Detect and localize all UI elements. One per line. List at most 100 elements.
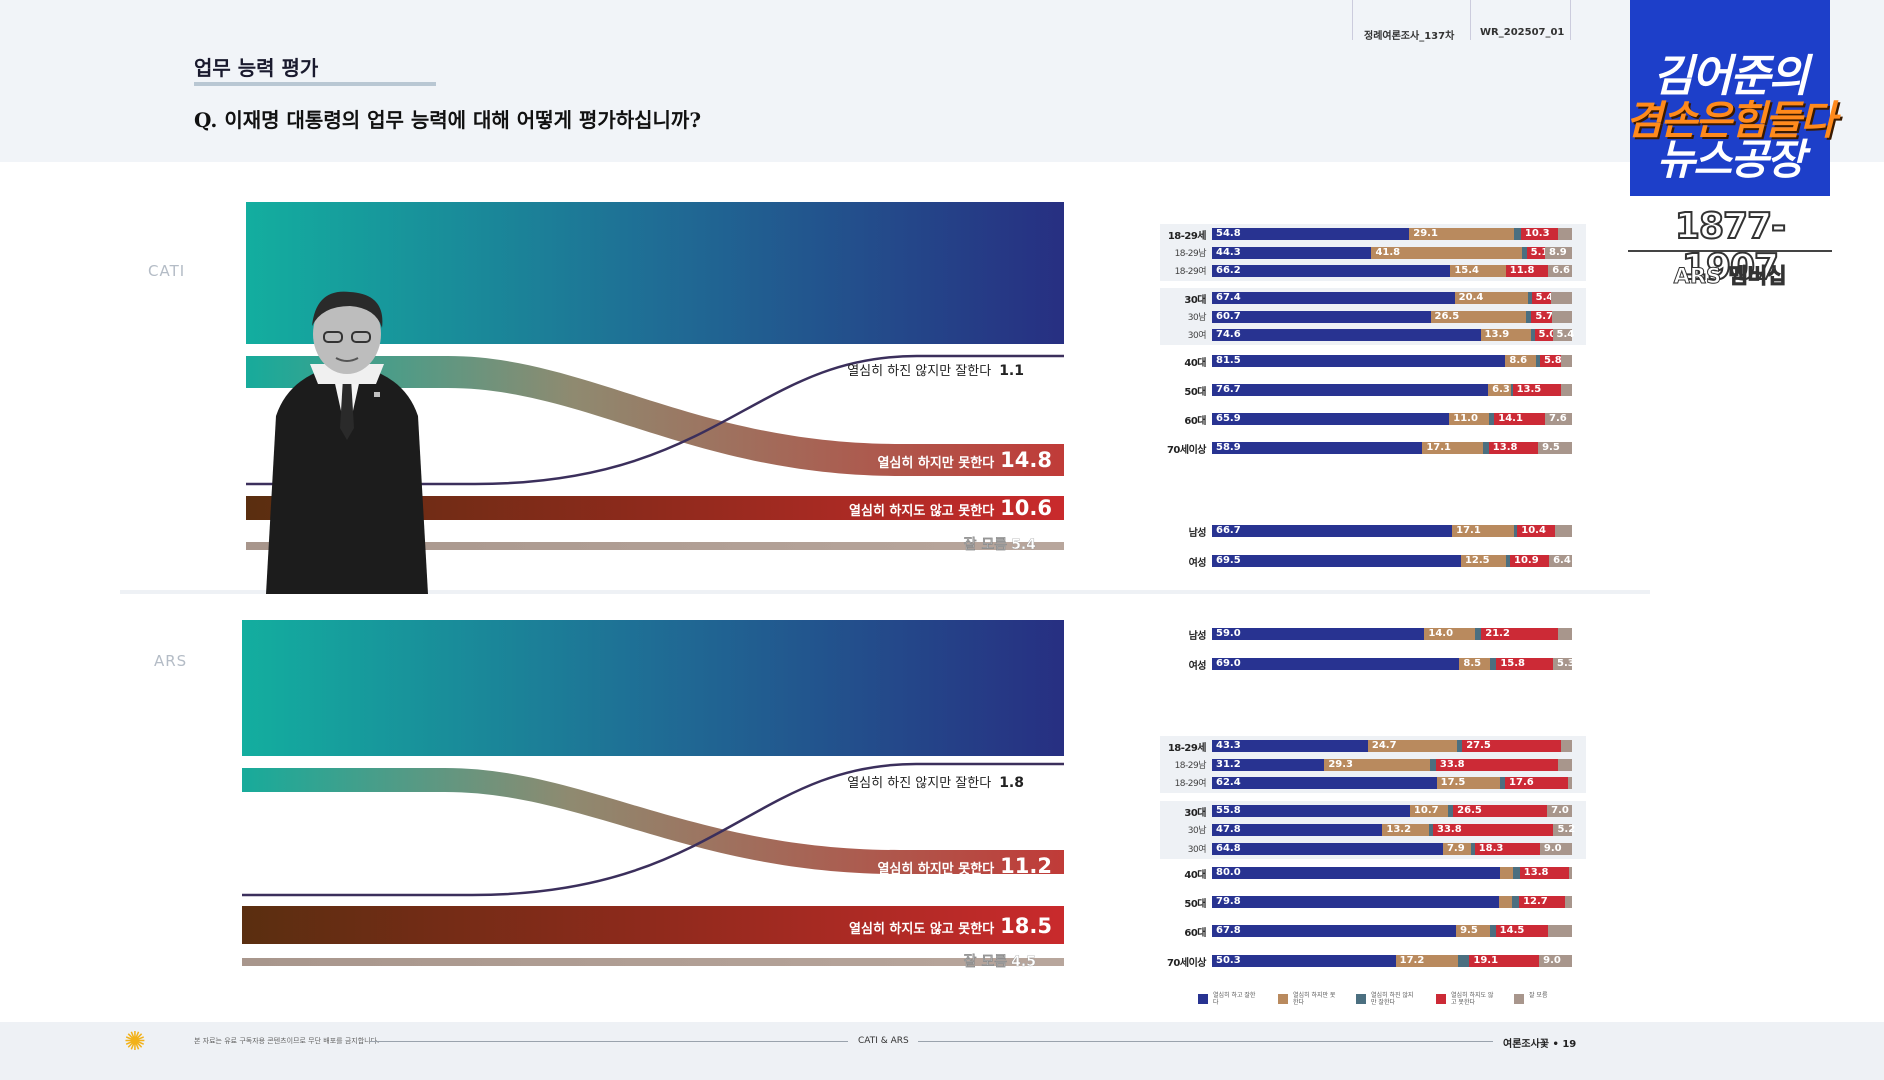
brand-phone: 1877-1907	[1674, 205, 1787, 289]
stacked-segment: 11.8	[1505, 265, 1549, 277]
stacked-segment: 69.0	[1212, 658, 1460, 670]
footer-page: 여론조사꽃 • 19	[1503, 1039, 1577, 1050]
stacked-segment: 5.7	[1531, 311, 1553, 323]
segment-value: 18.3	[1478, 843, 1504, 854]
legend-label: 열심히 하진 않지만 잘한다	[1371, 992, 1414, 1006]
label-lazy-poor: 열심히 하지도 않고 못한다 10.6	[246, 496, 1052, 520]
row-label: 18-29세	[1167, 743, 1207, 754]
stacked-segment: 33.8	[1435, 759, 1558, 771]
segment-value: 12.7	[1523, 896, 1548, 907]
bar-dont-know	[246, 542, 1064, 550]
stacked-segment: 80.0	[1212, 867, 1500, 879]
value-lazy-poor: 10.6	[1000, 496, 1052, 520]
segment-value: 58.9	[1216, 442, 1241, 453]
stacked-segment	[1561, 384, 1572, 396]
segment-value: 6.3	[1492, 384, 1510, 395]
segment-value: 5.2	[1557, 824, 1576, 835]
segment-value: 7.0	[1551, 805, 1569, 816]
legend-label: 열심히 하지만 못한다	[1293, 992, 1336, 1006]
brand-name: 뉴스공장	[1656, 135, 1806, 184]
stacked-segment: 15.4	[1450, 265, 1506, 277]
stacked-segment: 5.8	[1539, 355, 1562, 367]
stacked-segment: 21.2	[1481, 628, 1558, 640]
stacked-segment	[1499, 896, 1512, 908]
segment-value: 10.4	[1521, 525, 1546, 536]
stacked-segment	[1536, 355, 1540, 367]
stacked-segment: 8.6	[1505, 355, 1537, 367]
segment-value: 5.8	[1543, 355, 1562, 366]
bar-lazy-poor	[242, 906, 1064, 944]
segment-value: 15.8	[1500, 658, 1526, 669]
stacked-segment: 26.5	[1453, 805, 1548, 817]
label-dont-know-text: 잘 모름	[963, 954, 1008, 970]
stacked-segment	[1488, 413, 1495, 425]
flow-line-lazy-good	[242, 762, 1064, 897]
row-label: 18-29여	[1174, 779, 1207, 789]
meta-divider	[1470, 0, 1471, 40]
stacked-segment: 64.8	[1212, 843, 1443, 855]
stacked-segment: 13.5	[1512, 384, 1562, 396]
segment-value: 12.5	[1464, 555, 1490, 566]
row-label: 30남	[1187, 313, 1207, 323]
segment-value: 20.4	[1458, 292, 1484, 303]
stacked-segment: 55.8	[1212, 805, 1410, 817]
stacked-segment: 26.5	[1430, 311, 1526, 323]
row-label: 70세이상	[1166, 958, 1207, 969]
bar-dont-know	[242, 958, 1064, 966]
segment-value: 76.7	[1216, 384, 1241, 395]
section-title: 업무 능력 평가	[194, 56, 319, 80]
segment-value: 80.0	[1216, 867, 1241, 878]
segment-value: 11.8	[1509, 265, 1535, 276]
stacked-segment: 9.0	[1539, 955, 1572, 967]
meta-divider	[1570, 0, 1571, 40]
stacked-segment	[1568, 777, 1572, 789]
segment-value: 47.8	[1216, 824, 1241, 835]
stacked-segment	[1489, 658, 1497, 670]
segment-value: 10.7	[1413, 805, 1439, 816]
legend-swatch	[1436, 994, 1446, 1004]
stacked-segment: 10.4	[1517, 525, 1555, 537]
flow-band-diligent-poor	[246, 356, 1064, 476]
segment-value: 17.1	[1456, 525, 1481, 536]
stacked-segment: 65.9	[1212, 413, 1450, 425]
segment-value: 81.5	[1216, 355, 1241, 366]
footer-note: 본 자료는 유료 구독자용 콘텐츠이므로 무단 배포를 금지합니다.	[194, 1037, 380, 1045]
label-lazy-good-text: 열심히 하진 않지만 잘한다	[847, 364, 992, 379]
row-label: 18-29남	[1174, 249, 1207, 259]
question-text: Q. 이재명 대통령의 업무 능력에 대해 어떻게 평가하십니까?	[194, 108, 702, 132]
stacked-segment	[1429, 824, 1433, 836]
label-dont-know-text: 잘 모름	[963, 537, 1008, 553]
stacked-segment: 29.3	[1324, 759, 1430, 771]
segment-value: 8.6	[1509, 355, 1528, 366]
segment-value: 9.5	[1460, 925, 1478, 936]
segment-value: 15.4	[1454, 265, 1479, 276]
stacked-segment: 79.8	[1212, 896, 1500, 908]
segment-value: 13.2	[1386, 824, 1412, 835]
legend-swatch	[1278, 994, 1288, 1004]
stacked-segment: 24.7	[1367, 740, 1457, 752]
segment-value: 14.0	[1428, 628, 1454, 639]
stacked-segment: 66.2	[1212, 265, 1451, 277]
brand-title: 김어준의	[1653, 51, 1809, 102]
stacked-segment	[1513, 525, 1518, 537]
stacked-segment	[1525, 311, 1532, 323]
row-label: 18-29여	[1174, 267, 1207, 277]
stacked-segment	[1569, 867, 1572, 879]
stacked-segment: 47.8	[1212, 824, 1383, 836]
stacked-segment: 67.4	[1212, 292, 1455, 304]
stacked-segment: 76.7	[1212, 384, 1489, 396]
stacked-segment: 7.9	[1442, 843, 1472, 855]
segment-value: 13.8	[1523, 867, 1549, 878]
label-lazy-poor-text: 열심히 하지도 않고 못한다	[849, 504, 995, 519]
stacked-segment: 17.1	[1452, 525, 1514, 537]
row-label: 30여	[1187, 845, 1207, 855]
section-label-ars: ARS	[154, 652, 188, 670]
stacked-segment	[1512, 867, 1520, 879]
stacked-segment	[1564, 896, 1572, 908]
segment-value: 8.9	[1549, 247, 1567, 258]
segment-value: 5.3	[1556, 658, 1575, 669]
segment-value: 9.5	[1542, 442, 1560, 453]
segment-value: 10.3	[1524, 228, 1550, 239]
value-lazy-poor: 18.5	[1000, 914, 1052, 938]
row-label: 30남	[1187, 826, 1207, 836]
